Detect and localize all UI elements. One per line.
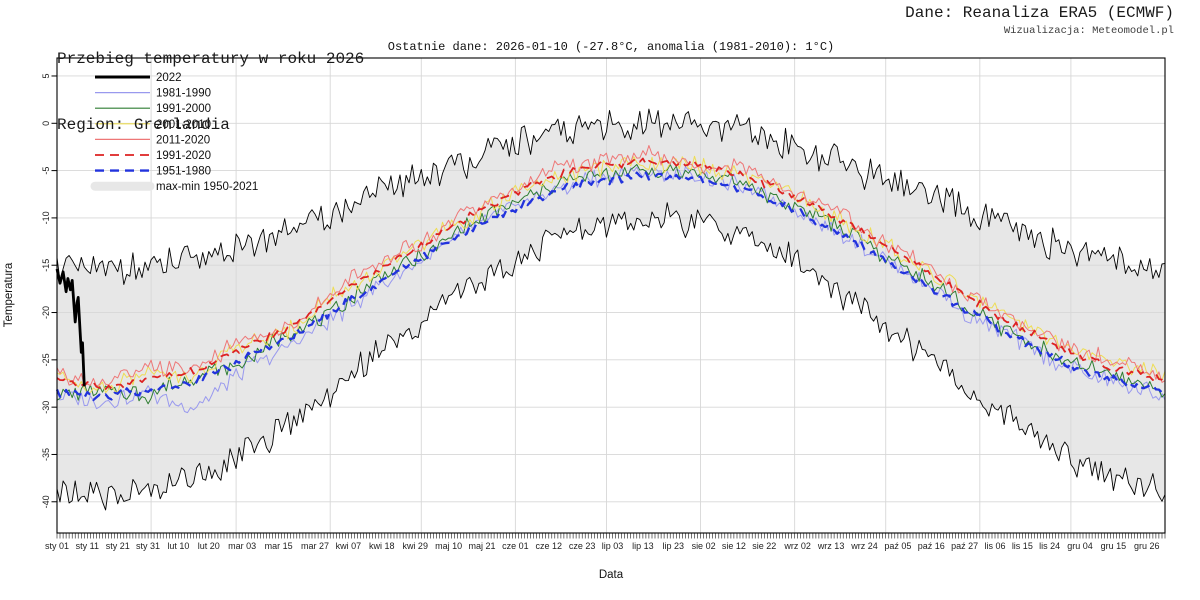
gridlines bbox=[57, 58, 1165, 533]
x-tick-label: sty 01 bbox=[45, 541, 69, 551]
legend-label: 1951-1980 bbox=[156, 166, 211, 178]
x-tick-label: sie 02 bbox=[692, 541, 716, 551]
legend-item-2011-2020: 2011-2020 bbox=[95, 134, 210, 146]
plot-border bbox=[56, 57, 1166, 534]
data-source-label: Dane: Reanaliza ERA5 (ECMWF) bbox=[905, 4, 1174, 22]
legend-item-2022: 2022 bbox=[95, 72, 182, 84]
y-tick-label: -20 bbox=[41, 306, 51, 319]
x-tick-label: sty 11 bbox=[76, 541, 99, 551]
y-tick-label: -40 bbox=[41, 495, 51, 508]
y-tick-label: -5 bbox=[41, 167, 51, 175]
x-tick-label: mar 03 bbox=[228, 541, 256, 551]
series-line-1991-2020 bbox=[56, 157, 1166, 392]
band-max-min-1950-2021 bbox=[57, 109, 1165, 510]
x-tick-label: kwi 29 bbox=[402, 541, 428, 551]
chart-header-left: Przebieg temperatury w roku 2026 Region:… bbox=[57, 4, 364, 158]
series-line-1951-1980 bbox=[55, 171, 1166, 402]
plot-frame bbox=[56, 57, 1166, 534]
x-tick-label: paź 16 bbox=[918, 541, 945, 551]
x-tick-label: gru 26 bbox=[1134, 541, 1160, 551]
x-tick-label: lip 13 bbox=[632, 541, 654, 551]
y-tick-label: -10 bbox=[41, 211, 51, 224]
x-tick-label: cze 23 bbox=[569, 541, 596, 551]
legend: 2022 1981-1990 1991-2000 2001-2010 2011-2020… bbox=[90, 72, 258, 193]
x-tick-label: gru 04 bbox=[1067, 541, 1093, 551]
y-tick-label: -15 bbox=[41, 259, 51, 272]
y-tick-label: 0 bbox=[41, 121, 51, 126]
y-tick-label: -25 bbox=[41, 353, 51, 366]
minmax-band-edges bbox=[56, 108, 1166, 511]
legend-label: 1991-2020 bbox=[156, 150, 211, 162]
x-tick-label: wrz 24 bbox=[850, 541, 878, 551]
legend-item-1991-2000: 1991-2000 bbox=[95, 103, 211, 115]
series-line-2022 bbox=[55, 268, 86, 387]
axis-ticks-and-labels: sty 01 sty 11 sty 21 sty 31 lut 10 lut 20 mar … bbox=[41, 73, 1166, 551]
series-line-2011-2020 bbox=[56, 145, 1166, 387]
visualization-credit: Wizualizacja: Meteomodel.pl bbox=[1003, 25, 1174, 37]
x-axis-title: Data bbox=[599, 569, 624, 581]
x-tick-label: lut 10 bbox=[167, 541, 189, 551]
legend-label: max-min 1950-2021 bbox=[156, 181, 258, 193]
y-tick-label: 5 bbox=[41, 73, 51, 78]
minmax-band bbox=[57, 109, 1165, 510]
x-tick-label: lis 24 bbox=[1039, 541, 1060, 551]
y-tick-label: -30 bbox=[41, 401, 51, 414]
x-tick-label: lut 20 bbox=[198, 541, 220, 551]
x-tick-label: cze 01 bbox=[502, 541, 529, 551]
y-axis-title: Temperatura bbox=[3, 262, 15, 327]
x-tick-label: sie 22 bbox=[752, 541, 776, 551]
x-tick-label: maj 10 bbox=[435, 541, 462, 551]
chart-header-right: Dane: Reanaliza ERA5 (ECMWF) Wizualizacj… bbox=[905, 4, 1174, 37]
x-tick-label: lip 03 bbox=[602, 541, 624, 551]
legend-item-1981-1990: 1981-1990 bbox=[95, 88, 211, 100]
page-title: Przebieg temperatury w roku 2026 bbox=[57, 50, 365, 68]
x-tick-label: wrz 02 bbox=[783, 541, 811, 551]
x-tick-label: sie 12 bbox=[722, 541, 746, 551]
x-tick-label: gru 15 bbox=[1101, 541, 1127, 551]
x-tick-label: kwi 18 bbox=[369, 541, 395, 551]
daily-tick-comb bbox=[56, 533, 1166, 539]
x-tick-label: sty 21 bbox=[106, 541, 130, 551]
band-upper-edge bbox=[56, 108, 1166, 285]
legend-item-2001-2010: 2001-2010 bbox=[95, 119, 211, 131]
last-data-subtitle: Ostatnie dane: 2026-01-10 (-27.8°C, anom… bbox=[387, 40, 835, 54]
x-tick-label: mar 27 bbox=[301, 541, 329, 551]
x-tick-label: lis 15 bbox=[1012, 541, 1033, 551]
legend-item-max-min-1950-2021: max-min 1950-2021 bbox=[90, 181, 258, 193]
y-tick-label: -35 bbox=[41, 448, 51, 461]
x-tick-label: paź 27 bbox=[951, 541, 978, 551]
series-lines bbox=[55, 145, 1166, 414]
legend-item-1951-1980: 1951-1980 bbox=[95, 166, 211, 178]
x-tick-label: paź 05 bbox=[884, 541, 911, 551]
legend-label: 2022 bbox=[156, 72, 182, 84]
legend-label: 1981-1990 bbox=[156, 88, 211, 100]
x-tick-label: maj 21 bbox=[468, 541, 495, 551]
x-tick-label: cze 12 bbox=[536, 541, 563, 551]
series-line-2001-2010 bbox=[56, 155, 1166, 394]
legend-label: 2011-2020 bbox=[156, 134, 210, 146]
x-tick-label: wrz 13 bbox=[817, 541, 845, 551]
band-lower-edge bbox=[56, 202, 1166, 511]
x-tick-label: kwi 07 bbox=[336, 541, 362, 551]
x-tick-label: lip 23 bbox=[662, 541, 684, 551]
x-tick-label: mar 15 bbox=[265, 541, 293, 551]
legend-label: 2001-2010 bbox=[156, 119, 211, 131]
x-tick-label: sty 31 bbox=[136, 541, 160, 551]
legend-label: 1991-2000 bbox=[156, 103, 211, 115]
x-tick-label: lis 06 bbox=[984, 541, 1005, 551]
legend-item-1991-2020: 1991-2020 bbox=[95, 150, 211, 162]
region-subtitle: Region: Grenlandia bbox=[57, 116, 230, 134]
